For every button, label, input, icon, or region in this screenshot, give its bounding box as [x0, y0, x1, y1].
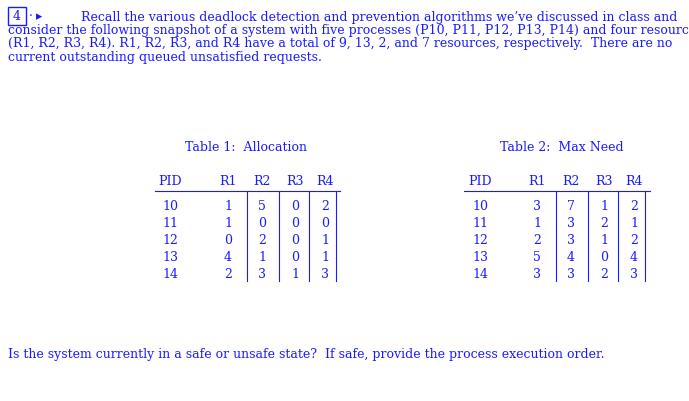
Text: 13: 13 — [162, 251, 178, 264]
Text: 5: 5 — [258, 200, 266, 213]
Text: 2: 2 — [533, 234, 541, 247]
Text: 0: 0 — [321, 217, 329, 230]
Text: 0: 0 — [258, 217, 266, 230]
Text: 14: 14 — [162, 268, 178, 281]
Text: 13: 13 — [472, 251, 488, 264]
Text: 4: 4 — [224, 251, 232, 264]
Text: 0: 0 — [291, 217, 299, 230]
Text: 3: 3 — [567, 234, 575, 247]
Text: 5: 5 — [533, 251, 541, 264]
Text: PID: PID — [158, 175, 182, 188]
Text: R3: R3 — [286, 175, 304, 188]
Text: 14: 14 — [472, 268, 488, 281]
Text: 4: 4 — [630, 251, 638, 264]
Text: 0: 0 — [291, 200, 299, 213]
Text: 11: 11 — [162, 217, 178, 230]
Text: 10: 10 — [162, 200, 178, 213]
Text: ·: · — [29, 10, 33, 23]
Text: 1: 1 — [224, 200, 232, 213]
Text: 0: 0 — [224, 234, 232, 247]
Text: 1: 1 — [258, 251, 266, 264]
Text: 2: 2 — [630, 200, 638, 213]
Text: 2: 2 — [600, 268, 608, 281]
Text: 11: 11 — [472, 217, 488, 230]
Text: 4: 4 — [13, 10, 21, 23]
Text: 1: 1 — [533, 217, 541, 230]
Text: Is the system currently in a safe or unsafe state?  If safe, provide the process: Is the system currently in a safe or uns… — [8, 348, 604, 360]
Text: 1: 1 — [630, 217, 638, 230]
Text: Recall the various deadlock detection and prevention algorithms we’ve discussed : Recall the various deadlock detection an… — [81, 10, 677, 23]
Text: R1: R1 — [219, 175, 237, 188]
Text: R2: R2 — [254, 175, 271, 188]
Text: R2: R2 — [562, 175, 579, 188]
Text: 1: 1 — [291, 268, 299, 281]
Text: 12: 12 — [162, 234, 178, 247]
Text: 2: 2 — [224, 268, 232, 281]
Text: 3: 3 — [630, 268, 638, 281]
Text: 1: 1 — [224, 217, 232, 230]
Text: 12: 12 — [472, 234, 488, 247]
Text: Table 2:  Max Need: Table 2: Max Need — [500, 141, 624, 154]
Text: current outstanding queued unsatisfied requests.: current outstanding queued unsatisfied r… — [8, 51, 322, 64]
Text: 1: 1 — [321, 234, 329, 247]
Text: 3: 3 — [533, 268, 541, 281]
Text: 3: 3 — [258, 268, 266, 281]
Text: PID: PID — [469, 175, 492, 188]
Text: R4: R4 — [316, 175, 333, 188]
Text: 1: 1 — [600, 234, 608, 247]
Text: 3: 3 — [567, 217, 575, 230]
Text: 2: 2 — [321, 200, 329, 213]
Text: 2: 2 — [600, 217, 608, 230]
Text: Table 1:  Allocation: Table 1: Allocation — [185, 141, 307, 154]
Text: (R1, R2, R3, R4). R1, R2, R3, and R4 have a total of 9, 13, 2, and 7 resources, : (R1, R2, R3, R4). R1, R2, R3, and R4 hav… — [8, 37, 672, 51]
Text: 10: 10 — [472, 200, 488, 213]
Text: ▸: ▸ — [36, 10, 42, 23]
Text: 2: 2 — [630, 234, 638, 247]
Text: 3: 3 — [533, 200, 541, 213]
Text: 0: 0 — [600, 251, 608, 264]
Text: 0: 0 — [291, 234, 299, 247]
Bar — [8, 8, 26, 26]
Text: R1: R1 — [528, 175, 546, 188]
Text: 1: 1 — [321, 251, 329, 264]
Text: consider the following snapshot of a system with five processes (P10, P11, P12, : consider the following snapshot of a sys… — [8, 24, 689, 37]
Text: 4: 4 — [567, 251, 575, 264]
Text: 2: 2 — [258, 234, 266, 247]
Text: R4: R4 — [625, 175, 643, 188]
Text: 3: 3 — [321, 268, 329, 281]
Text: R3: R3 — [595, 175, 613, 188]
Text: 3: 3 — [567, 268, 575, 281]
Text: 7: 7 — [567, 200, 575, 213]
Text: 0: 0 — [291, 251, 299, 264]
Text: 1: 1 — [600, 200, 608, 213]
